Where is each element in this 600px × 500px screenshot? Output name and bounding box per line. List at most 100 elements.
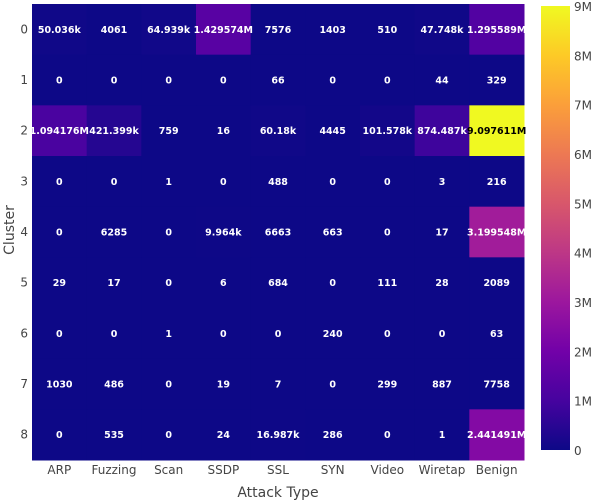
cell-label: 0 xyxy=(275,329,282,340)
heatmap-cell xyxy=(250,54,306,106)
cell-label: 16 xyxy=(217,126,231,137)
heatmap-cell xyxy=(141,308,197,360)
heatmap-cell xyxy=(141,409,197,461)
y-tick-label: 4 xyxy=(20,225,28,239)
heatmap-cell xyxy=(360,156,416,208)
cell-label: 0 xyxy=(384,430,391,441)
colorbar: 0 1M 2M 3M 4M 5M 6M 7M 8M 9M xyxy=(541,0,592,458)
colorbar-tick-label: 6M xyxy=(574,148,592,162)
heatmap-cell xyxy=(360,308,416,360)
heatmap-cell xyxy=(141,54,197,106)
y-tick-label: 8 xyxy=(20,428,28,442)
heatmap-cell xyxy=(32,308,88,360)
x-tick-label: SSL xyxy=(267,463,289,477)
heatmap-cell xyxy=(86,409,142,461)
heatmap-cell xyxy=(250,156,306,208)
cell-label: 0 xyxy=(165,76,172,87)
cell-label: 329 xyxy=(487,76,507,87)
x-tick-label: Wiretap xyxy=(419,463,466,477)
cell-label: 874.487k xyxy=(417,126,467,137)
heatmap-cell xyxy=(196,105,252,157)
cell-label: 0 xyxy=(384,329,391,340)
heatmap-cell xyxy=(86,308,142,360)
heatmap-cell xyxy=(305,358,361,410)
y-tick-label: 6 xyxy=(20,326,28,340)
cell-label: 0 xyxy=(111,329,118,340)
cell-label: 1403 xyxy=(319,25,345,36)
cell-label: 0 xyxy=(329,76,336,87)
y-tick-label: 3 xyxy=(20,174,28,188)
cell-label: 6 xyxy=(220,278,227,289)
heatmap-cell xyxy=(250,257,306,309)
cell-label: 4061 xyxy=(101,25,127,36)
heatmap-cell xyxy=(86,105,142,157)
heatmap-cell xyxy=(32,4,88,56)
colorbar-tick-label: 2M xyxy=(574,345,592,359)
cell-label: 486 xyxy=(104,380,124,391)
heatmap-cell xyxy=(414,257,470,309)
cell-label: 1 xyxy=(165,177,172,188)
cell-label: 7758 xyxy=(483,380,510,391)
cell-label: 0 xyxy=(384,177,391,188)
heatmap-cell xyxy=(141,358,197,410)
cell-label: 0 xyxy=(220,329,227,340)
heatmap-cell xyxy=(250,308,306,360)
heatmap-cell xyxy=(32,156,88,208)
heatmap-cell xyxy=(305,4,361,56)
heatmap-cell xyxy=(305,409,361,461)
heatmap-cell xyxy=(360,54,416,106)
cell-label: 1.295589M xyxy=(467,25,526,36)
cell-label: 47.748k xyxy=(421,25,465,36)
cell-label: 44 xyxy=(435,76,449,87)
cell-label: 19 xyxy=(217,380,230,391)
heatmap-cell xyxy=(305,308,361,360)
colorbar-tick-label: 7M xyxy=(574,99,592,113)
heatmap-cell xyxy=(250,358,306,410)
heatmap-cell xyxy=(469,4,525,56)
cell-label: 759 xyxy=(159,126,179,137)
heatmap-cell xyxy=(250,206,306,258)
cell-label: 17 xyxy=(435,228,448,239)
cell-label: 17 xyxy=(107,278,120,289)
cell-label: 64.939k xyxy=(147,25,191,36)
cell-label: 101.578k xyxy=(363,126,413,137)
cell-label: 0 xyxy=(56,76,63,87)
heatmap-cell xyxy=(32,206,88,258)
cell-label: 0 xyxy=(56,177,63,188)
cell-label: 29 xyxy=(53,278,66,289)
colorbar-tick-label: 0 xyxy=(574,444,582,458)
heatmap-cell xyxy=(32,409,88,461)
cell-label: 1.094176M xyxy=(30,126,89,137)
heatmap-cell xyxy=(86,358,142,410)
x-axis-title: Attack Type xyxy=(237,485,318,500)
heatmap-cell xyxy=(469,358,525,410)
cell-label: 0 xyxy=(220,76,227,87)
cell-label: 50.036k xyxy=(38,25,82,36)
colorbar-tick-label: 5M xyxy=(574,197,592,211)
heatmap-cell xyxy=(414,358,470,410)
cell-label: 6285 xyxy=(101,228,127,239)
cell-label: 0 xyxy=(329,177,336,188)
y-axis-title: Cluster xyxy=(2,205,18,255)
cell-label: 7 xyxy=(275,380,282,391)
cell-label: 3.199548M xyxy=(467,228,526,239)
heatmap-cell xyxy=(305,105,361,157)
cell-label: 3 xyxy=(439,177,446,188)
cell-label: 0 xyxy=(111,177,118,188)
colorbar-tick-label: 3M xyxy=(574,296,592,310)
heatmap-cell xyxy=(469,409,525,461)
cell-label: 1 xyxy=(165,329,172,340)
heatmap-cell xyxy=(32,257,88,309)
heatmap-cell xyxy=(141,105,197,157)
heatmap-cell xyxy=(86,54,142,106)
cell-label: 4445 xyxy=(319,126,345,137)
heatmap-cell xyxy=(196,358,252,410)
cell-label: 60.18k xyxy=(260,126,297,137)
y-tick-label: 2 xyxy=(20,124,28,138)
heatmap-cell xyxy=(196,206,252,258)
heatmap-cell xyxy=(469,105,525,157)
x-tick-label: Fuzzing xyxy=(91,463,136,477)
heatmap-cell xyxy=(86,4,142,56)
cell-label: 240 xyxy=(323,329,343,340)
